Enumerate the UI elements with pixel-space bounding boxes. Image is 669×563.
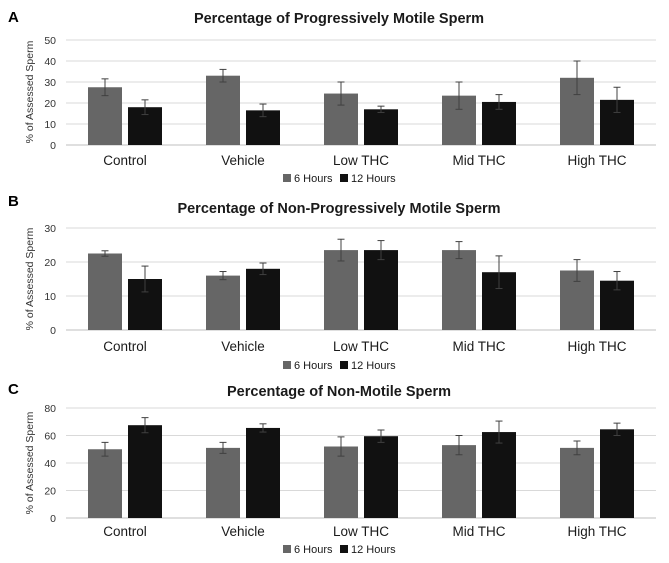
bar-12h-vehicle [246,268,280,330]
bar-12h-low-thc [364,109,398,145]
legend-swatch-6h [283,174,291,182]
panel-letter: C [8,381,19,398]
bar-6h-mid-thc [442,445,476,518]
chart-panel-a: A Percentage of Progressively Motile Sper… [8,9,656,185]
bar-12h-high-thc [600,429,634,518]
legend-swatch-12h [340,361,348,369]
y-tick-label: 30 [44,223,56,235]
chart-panel-c: C Percentage of Non-Motile Sperm % of Asse… [8,381,656,556]
legend-label: 12 Hours [351,173,396,185]
legend-label: 6 Hours [294,173,333,185]
y-axis-label: % of Assessed Sperm [24,40,36,143]
x-tick-label: Mid THC [452,153,505,168]
legend-label: 6 Hours [294,360,333,372]
x-tick-label: Control [103,153,147,168]
y-tick-label: 20 [44,257,56,269]
bar-6h-vehicle [206,447,240,518]
x-tick-label: Vehicle [221,153,265,168]
bar-6h-high-thc [560,447,594,518]
legend-swatch-12h [340,174,348,182]
legend-label: 12 Hours [351,544,396,556]
y-axis-label: % of Assessed Sperm [24,227,36,330]
y-axis-label: % of Assessed Sperm [24,411,36,514]
chart-title: Percentage of Non-Motile Sperm [227,384,451,400]
y-tick-label: 50 [44,35,56,47]
chart-panel-b: B Percentage of Non-Progressively Motile … [8,193,656,372]
legend-swatch-6h [283,545,291,553]
y-tick-label: 0 [50,513,56,525]
y-tick-label: 0 [50,325,56,337]
legend-label: 6 Hours [294,544,333,556]
y-tick-label: 20 [44,486,56,498]
bar-6h-low-thc [324,250,358,330]
legend-label: 12 Hours [351,360,396,372]
chart-title: Percentage of Progressively Motile Sperm [194,11,484,27]
y-tick-label: 30 [44,77,56,89]
legend: 6 Hours 12 Hours [283,360,396,372]
bar-6h-control [88,253,122,330]
legend-swatch-6h [283,361,291,369]
y-tick-label: 10 [44,119,56,131]
x-tick-label: Control [103,339,147,354]
bar-12h-mid-thc [482,432,516,518]
bar-12h-low-thc [364,250,398,330]
bar-6h-vehicle [206,75,240,145]
x-tick-label: High THC [567,339,626,354]
x-tick-label: Vehicle [221,339,265,354]
y-tick-label: 10 [44,291,56,303]
legend-swatch-12h [340,545,348,553]
y-tick-label: 40 [44,56,56,68]
bar-12h-low-thc [364,436,398,518]
x-tick-label: Low THC [333,153,389,168]
y-tick-label: 20 [44,98,56,110]
legend: 6 Hours 12 Hours [283,173,396,185]
bar-12h-control [128,425,162,518]
x-tick-label: Vehicle [221,524,265,539]
legend: 6 Hours 12 Hours [283,544,396,556]
bar-6h-vehicle [206,275,240,330]
panel-letter: B [8,193,19,210]
x-tick-label: High THC [567,153,626,168]
chart-title: Percentage of Non-Progressively Motile S… [177,201,500,217]
y-tick-label: 60 [44,431,56,443]
x-tick-label: Low THC [333,524,389,539]
bar-12h-vehicle [246,427,280,518]
x-tick-label: Mid THC [452,339,505,354]
y-tick-label: 80 [44,403,56,415]
x-tick-label: Low THC [333,339,389,354]
y-tick-label: 0 [50,140,56,152]
bar-6h-control [88,449,122,518]
bar-6h-low-thc [324,446,358,518]
panel-letter: A [8,9,19,26]
bar-6h-control [88,87,122,145]
x-tick-label: High THC [567,524,626,539]
bar-6h-mid-thc [442,250,476,330]
x-tick-label: Control [103,524,147,539]
y-tick-label: 40 [44,458,56,470]
x-tick-label: Mid THC [452,524,505,539]
